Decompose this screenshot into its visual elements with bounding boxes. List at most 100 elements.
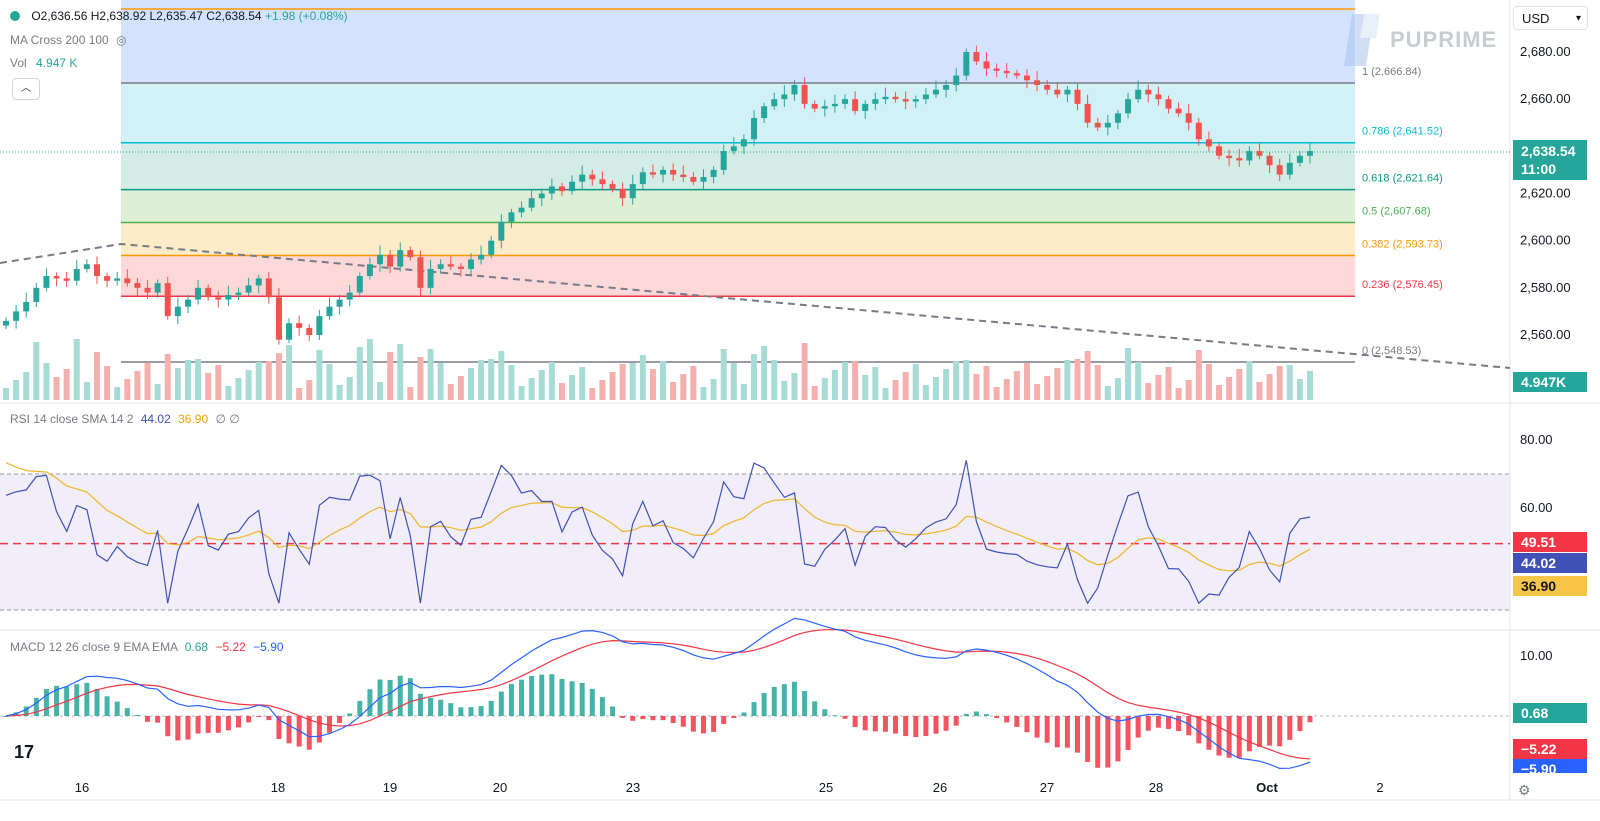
candle-body (366, 264, 373, 277)
macd-hist-value: 0.68 (184, 640, 209, 654)
macd-histogram-bar (761, 692, 767, 716)
macd-histogram-bar (1064, 716, 1070, 748)
macd-histogram-bar (670, 716, 676, 724)
volume-bar (821, 378, 828, 400)
rsi-tag-1: 49.51 (1521, 534, 1557, 550)
rsi-ma-line (5, 462, 1311, 572)
candle-body (346, 292, 353, 300)
volume-bar (43, 363, 50, 400)
macd-histogram-bar (1267, 716, 1273, 746)
macd-histogram-bar (145, 716, 151, 722)
currency-label: USD (1522, 11, 1550, 26)
volume-bar (296, 388, 303, 400)
candle-body (1114, 113, 1121, 123)
candle-body (1104, 122, 1111, 128)
candle-body (508, 212, 515, 222)
macd-tag-2: −5.22 (1521, 741, 1557, 757)
macd-histogram-bar (973, 711, 979, 716)
volume-bar (892, 380, 899, 400)
candle-body (255, 278, 262, 286)
volume-bar (377, 382, 384, 400)
candle-body (922, 94, 929, 100)
candle-body (1216, 146, 1223, 156)
macd-histogram-bar (700, 716, 706, 734)
macd-histogram-bar (751, 702, 757, 716)
candle-body (498, 221, 505, 241)
candle-body (286, 323, 293, 340)
settings-gear-icon[interactable]: ⚙ (1518, 782, 1531, 798)
time-axis-label: Oct (1256, 780, 1278, 795)
macd-histogram-bar (1034, 716, 1040, 738)
macd-histogram-bar (1216, 716, 1222, 756)
volume-bar (831, 370, 838, 400)
volume-bar (265, 361, 272, 400)
collapse-legend-button[interactable]: ︿ (12, 78, 40, 100)
macd-histogram-bar (933, 716, 939, 734)
broker-logo: PUPRIME (1338, 12, 1497, 68)
macd-histogram-bar (438, 699, 444, 716)
fib-band-1 (121, 83, 1355, 143)
rsi-level-tag: 49.51 (1513, 532, 1587, 552)
volume-bar (943, 369, 950, 400)
macd-histogram-bar (266, 716, 272, 721)
fib-label-0.5: 0.5 (2,607.68) (1362, 206, 1431, 218)
volume-bar (710, 379, 717, 400)
rsi-ma-value: 36.90 (178, 412, 209, 426)
candle-body (1307, 151, 1313, 156)
macd-histogram-bar (448, 703, 454, 716)
macd-histogram-bar (1287, 716, 1293, 740)
candle-body (700, 176, 707, 182)
fib-band-0.786 (121, 142, 1355, 190)
candle-body (973, 52, 980, 62)
volume-bar (1054, 368, 1061, 400)
ma-indicator-label[interactable]: MA Cross 200 100 ◎ (10, 33, 127, 47)
price-tick: 2,620.00 (1520, 186, 1571, 201)
macd-histogram-bar (1044, 716, 1050, 743)
macd-histogram-bar (1186, 716, 1192, 736)
macd-histogram-bar (994, 716, 1000, 719)
candle-body (154, 283, 161, 293)
candle-body (1195, 122, 1202, 140)
volume-bar (660, 361, 667, 400)
candle-body (447, 264, 454, 267)
candle-body (387, 254, 394, 267)
macd-histogram-bar (1095, 716, 1101, 768)
volume-bar (1074, 359, 1081, 400)
volume-bar (447, 384, 454, 400)
eye-hidden-icon[interactable]: ◎ (116, 33, 127, 47)
candle-body (1155, 94, 1162, 100)
volume-bar (993, 387, 1000, 400)
volume-bar (457, 376, 464, 400)
candle-body (1074, 89, 1081, 104)
bar-countdown: 11:00 (1521, 161, 1557, 177)
currency-button[interactable]: USD ▾ (1513, 6, 1588, 30)
volume-bar (215, 365, 222, 400)
candle-body (43, 276, 50, 288)
volume-bar (548, 362, 555, 400)
candle-body (1084, 103, 1091, 123)
volume-bar (649, 369, 656, 400)
macd-histogram-bar (1054, 716, 1060, 748)
vol-label: Vol (10, 56, 27, 70)
volume-bar (93, 352, 100, 400)
macd-histogram-bar (1085, 716, 1091, 762)
chevron-down-icon: ▾ (1575, 13, 1581, 24)
legend-ohlc: O2,636.56 H2,638.92 L2,635.47 C2,638.54 … (10, 9, 348, 23)
rsi-value: 44.02 (140, 412, 171, 426)
trendline (0, 242, 1511, 369)
time-axis-label: 23 (626, 780, 640, 795)
volume-bar (13, 380, 20, 400)
candle-body (589, 174, 596, 180)
candle-body (690, 176, 697, 182)
macd-signal-line (5, 628, 1311, 760)
volume-bar (1135, 362, 1142, 400)
macd-histogram-bar (771, 686, 777, 716)
candle-body (195, 287, 202, 300)
candle-body (983, 61, 990, 69)
volume-bar (1205, 364, 1212, 400)
candle-body (467, 259, 474, 269)
candle-body (144, 287, 151, 293)
candle-body (670, 169, 677, 175)
ohlc-high: H2,638.92 (90, 9, 147, 23)
